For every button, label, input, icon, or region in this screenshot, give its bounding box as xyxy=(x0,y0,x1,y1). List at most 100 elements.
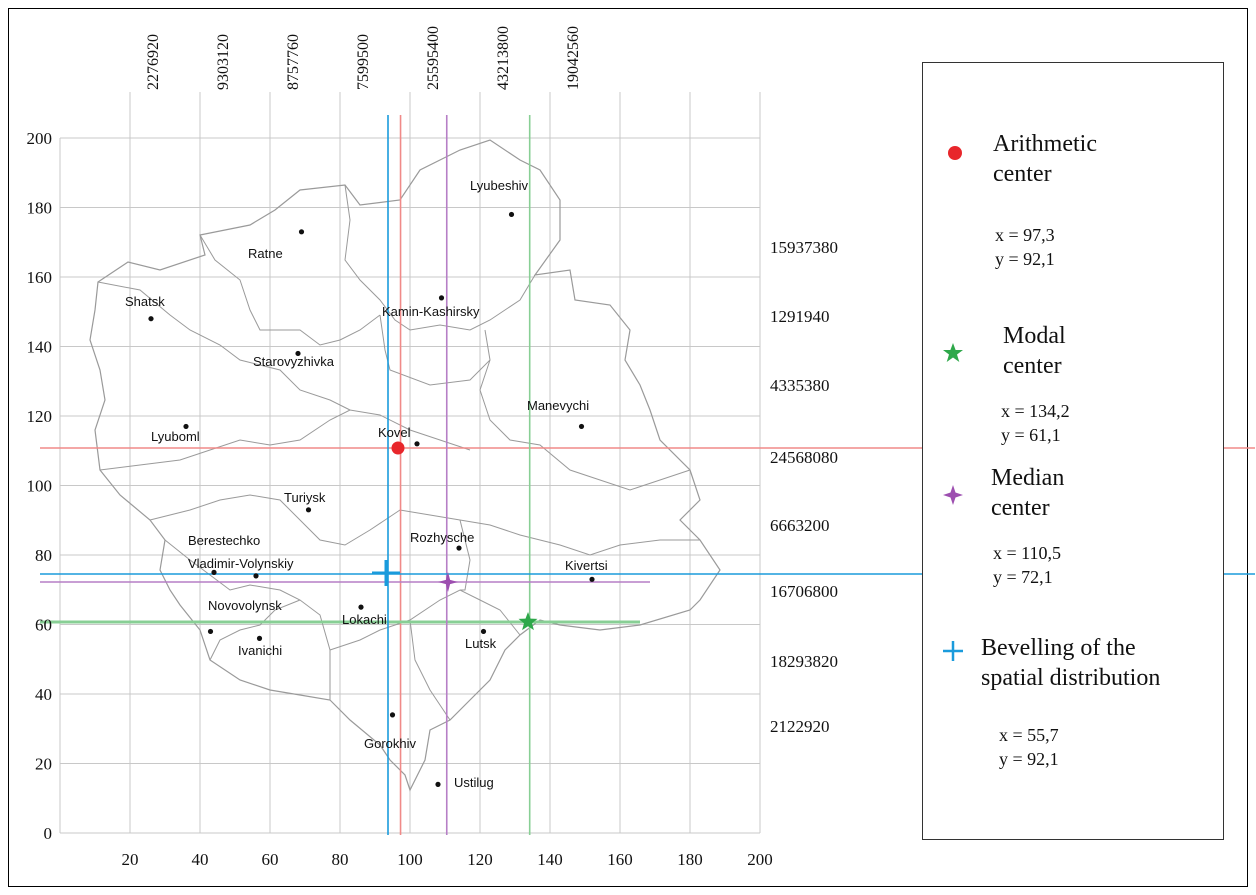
city-label: Kivertsi xyxy=(565,558,608,573)
city-label: Rozhysche xyxy=(410,530,474,545)
arithmetic-center-title-line2: center xyxy=(993,161,1052,187)
x-tick-label: 40 xyxy=(192,850,209,869)
right-row-value: 6663200 xyxy=(770,516,830,535)
city-dot xyxy=(253,573,259,579)
modal-center-coords: x = 134,2 y = 61,1 xyxy=(1001,399,1070,447)
center-markers xyxy=(372,441,538,631)
top-column-value: 19042560 xyxy=(565,26,582,90)
city-label: Manevychi xyxy=(527,398,589,413)
x-tick-label: 20 xyxy=(122,850,139,869)
city-dot xyxy=(207,628,214,635)
city-label: Lyubeshiv xyxy=(470,178,529,193)
modal-center-title: Modal center xyxy=(1003,321,1066,381)
city-dot xyxy=(456,545,462,551)
right-row-value: 16706800 xyxy=(770,582,838,601)
city-dot xyxy=(295,350,301,357)
city-label: Shatsk xyxy=(125,294,165,309)
city-dot xyxy=(589,576,595,582)
y-tick-label: 0 xyxy=(44,824,53,843)
city-dot xyxy=(148,316,154,322)
median-center-title: Median center xyxy=(991,463,1064,523)
y-tick-label: 60 xyxy=(35,616,52,635)
district-border xyxy=(409,619,451,721)
arithmetic-center-title: Arithmetic center xyxy=(993,129,1097,189)
x-tick-label: 200 xyxy=(747,850,773,869)
x-tick-label: 160 xyxy=(607,850,633,869)
district-border xyxy=(209,599,301,661)
y-axis-ticks: 0 20 40 60 80 100 120 140 160 180 200 xyxy=(27,129,53,843)
right-row-value: 15937380 xyxy=(770,238,838,257)
y-tick-label: 80 xyxy=(35,546,52,565)
city-dot xyxy=(298,229,305,235)
city-dot xyxy=(183,423,189,430)
city-label: Lokachi xyxy=(342,612,387,627)
x-tick-label: 120 xyxy=(467,850,493,869)
city-label: Kovel xyxy=(378,425,411,440)
right-row-value: 2122920 xyxy=(770,717,830,736)
arithmetic-center-coords: x = 97,3 y = 92,1 xyxy=(995,223,1055,271)
city-label: Gorokhiv xyxy=(364,736,417,751)
y-tick-label: 100 xyxy=(27,477,53,496)
median-center-marker-icon xyxy=(943,485,963,505)
district-border xyxy=(459,519,471,591)
city-label: Lutsk xyxy=(465,636,497,651)
top-column-value: 9303120 xyxy=(215,34,232,90)
city-label: Novovolynsk xyxy=(208,598,282,613)
city-dot xyxy=(508,211,515,218)
median-center-y: y = 72,1 xyxy=(993,567,1053,587)
median-center-x: x = 110,5 xyxy=(993,543,1061,563)
right-row-value: 1291940 xyxy=(770,307,830,326)
arithmetic-center-marker xyxy=(391,441,405,455)
bevelling-title: Bevelling of the spatial distribution xyxy=(981,633,1160,693)
city-label: Ratne xyxy=(248,246,283,261)
modal-center-x: x = 134,2 xyxy=(1001,401,1070,421)
city-label: Ivanichi xyxy=(238,643,282,658)
arithmetic-center-title-line1: Arithmetic xyxy=(993,131,1097,157)
city-label: Berestechko xyxy=(188,533,260,548)
x-tick-label: 140 xyxy=(537,850,563,869)
y-tick-label: 40 xyxy=(35,685,52,704)
median-center-title-line2: center xyxy=(991,495,1050,521)
median-center-coords: x = 110,5 y = 72,1 xyxy=(993,541,1061,589)
y-tick-label: 180 xyxy=(27,199,53,218)
modal-center-marker-icon xyxy=(943,343,963,362)
city-dot xyxy=(438,295,445,301)
district-border xyxy=(97,281,351,411)
bevelling-title-line2: spatial distribution xyxy=(981,665,1161,691)
city-dot xyxy=(256,635,263,642)
region-outline xyxy=(89,139,721,792)
y-tick-label: 160 xyxy=(27,268,53,287)
bevelling-coords: x = 55,7 y = 92,1 xyxy=(999,723,1059,771)
x-tick-label: 60 xyxy=(262,850,279,869)
city-label: Starovyzhivka xyxy=(253,354,335,369)
city-label: Lyuboml xyxy=(151,429,200,444)
district-border xyxy=(99,409,471,471)
median-center-marker xyxy=(438,572,458,592)
center-lines xyxy=(40,115,1255,835)
arithmetic-center-marker-icon xyxy=(948,146,962,160)
x-tick-label: 180 xyxy=(677,850,703,869)
legend: Arithmetic center x = 97,3 y = 92,1 Moda… xyxy=(922,62,1224,840)
x-tick-label: 80 xyxy=(332,850,349,869)
district-border xyxy=(164,539,331,700)
right-row-value: 18293820 xyxy=(770,652,838,671)
top-column-value: 25595400 xyxy=(425,26,442,90)
city-label: Turiysk xyxy=(284,490,326,505)
district-border xyxy=(479,359,691,491)
y-tick-label: 140 xyxy=(27,338,53,357)
region-boundaries xyxy=(89,139,721,792)
district-border xyxy=(344,184,536,331)
y-tick-label: 200 xyxy=(27,129,53,148)
city-dot xyxy=(305,507,312,513)
top-column-value: 2276920 xyxy=(145,34,162,90)
modal-center-marker xyxy=(518,612,538,631)
city-dot xyxy=(389,712,396,718)
city-label: Vladimir-Volynskiy xyxy=(188,556,294,571)
arithmetic-center-y: y = 92,1 xyxy=(995,249,1055,269)
top-column-value: 8757760 xyxy=(285,34,302,90)
city-dot xyxy=(578,423,585,430)
arithmetic-center-x: x = 97,3 xyxy=(995,225,1055,245)
modal-center-title-line2: center xyxy=(1003,353,1062,379)
city-dot xyxy=(435,781,441,787)
